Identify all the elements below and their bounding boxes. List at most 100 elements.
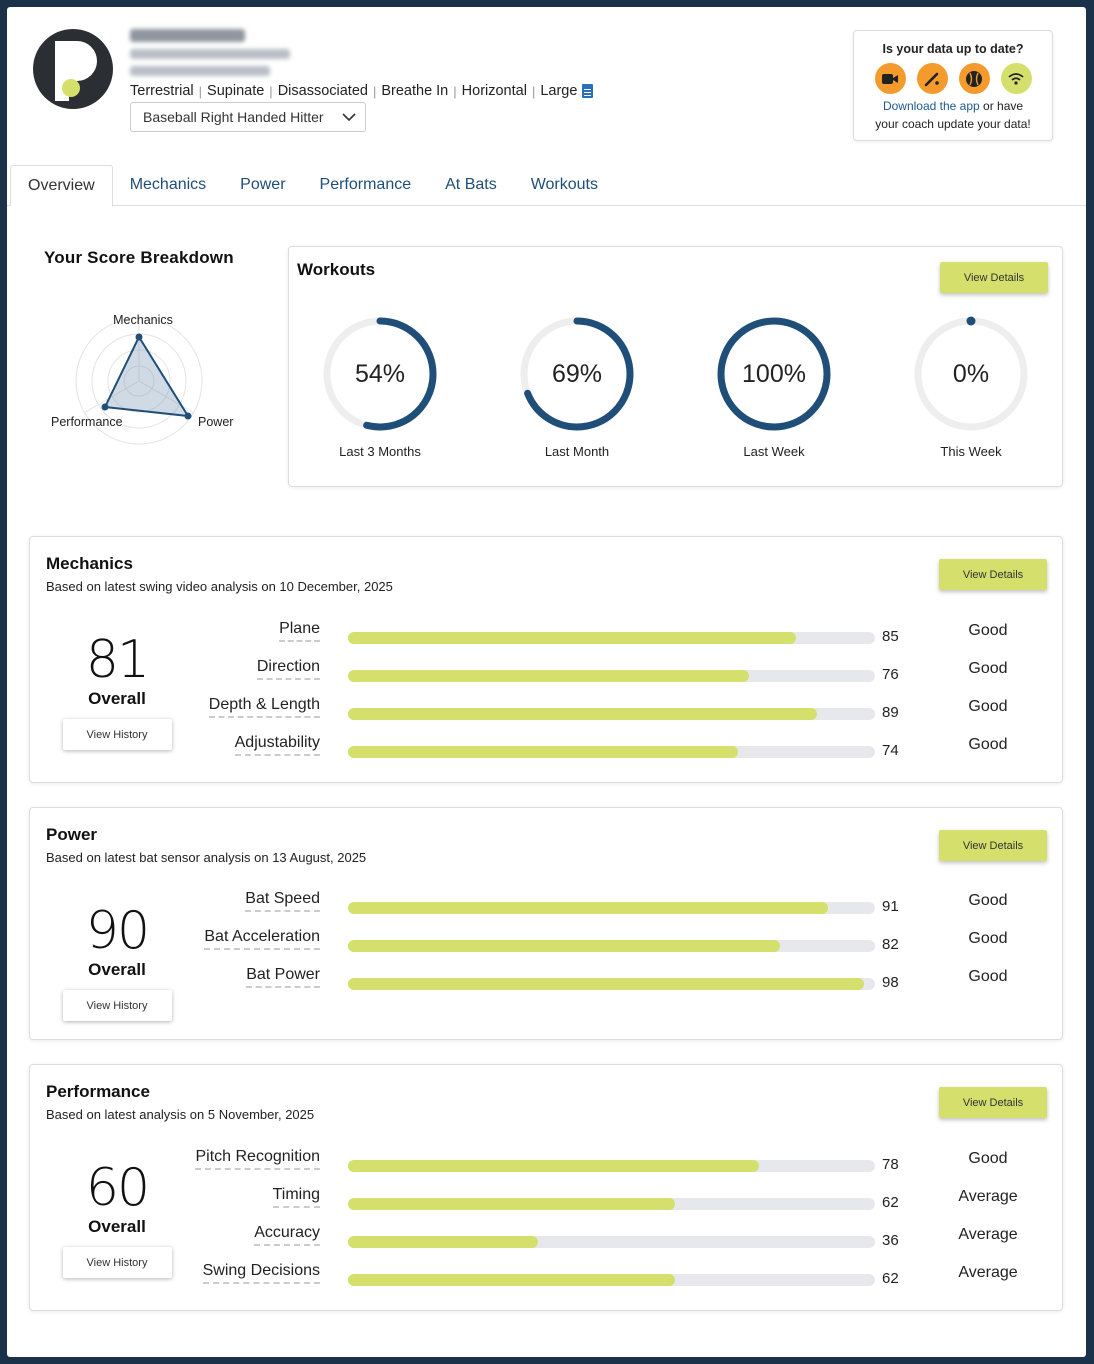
metric-value: 76 bbox=[882, 666, 899, 683]
ring-progress bbox=[323, 317, 437, 431]
workouts-view-details-button[interactable]: View Details bbox=[940, 262, 1048, 293]
ring-label: This Week bbox=[940, 444, 1002, 459]
metric-name[interactable]: Bat Power bbox=[246, 966, 320, 988]
ring-percentage: 0% bbox=[952, 359, 990, 388]
metric-value: 74 bbox=[882, 742, 899, 759]
tab-mechanics[interactable]: Mechanics bbox=[129, 176, 207, 193]
overall-score-block: 81 Overall View History bbox=[62, 632, 172, 750]
wifi-icon[interactable] bbox=[1000, 63, 1032, 94]
metric-rating: Good bbox=[968, 968, 1008, 985]
power-view-history-button[interactable]: View History bbox=[62, 990, 172, 1021]
metric-name[interactable]: Timing bbox=[272, 1186, 320, 1208]
ring-percentage: 69% bbox=[551, 359, 603, 388]
overall-score: 60 bbox=[85, 1158, 150, 1218]
metric-row: Bat Speed 91 Good bbox=[30, 890, 1064, 928]
metric-rating: Good bbox=[968, 622, 1008, 639]
metric-name[interactable]: Plane bbox=[279, 620, 320, 642]
mechanics-view-history-button[interactable]: View History bbox=[62, 719, 172, 750]
ring-progress bbox=[966, 316, 976, 326]
tab-performance[interactable]: Performance bbox=[319, 176, 412, 193]
metric-bar-fill bbox=[348, 1236, 538, 1248]
metric-value: 91 bbox=[882, 898, 899, 915]
tab-at-bats[interactable]: At Bats bbox=[445, 176, 497, 193]
metric-value: 62 bbox=[882, 1194, 899, 1211]
metric-rating: Good bbox=[968, 660, 1008, 677]
ring-label: Last Month bbox=[544, 444, 610, 459]
tab-power[interactable]: Power bbox=[240, 176, 286, 193]
metric-value: 85 bbox=[882, 628, 899, 645]
metric-name[interactable]: Depth & Length bbox=[208, 696, 320, 718]
performance-section: Performance Based on latest analysis on … bbox=[29, 1064, 1063, 1311]
metric-name[interactable]: Bat Acceleration bbox=[204, 928, 320, 950]
download-app-link[interactable]: Download the app bbox=[882, 99, 980, 113]
metric-rating: Good bbox=[968, 930, 1008, 947]
metric-row: Pitch Recognition 78 Good bbox=[30, 1148, 1064, 1186]
workouts-title: Workouts bbox=[297, 260, 376, 279]
workout-ring: 0% This Week bbox=[911, 314, 1031, 459]
tag-separator: | bbox=[531, 83, 536, 99]
metric-value: 78 bbox=[882, 1156, 899, 1173]
player-tag: Terrestrial bbox=[130, 83, 194, 99]
tab-workouts[interactable]: Workouts bbox=[530, 176, 598, 193]
metric-name[interactable]: Accuracy bbox=[254, 1224, 320, 1246]
chevron-down-icon bbox=[342, 113, 356, 122]
metric-rating: Good bbox=[968, 736, 1008, 753]
metric-name[interactable]: Pitch Recognition bbox=[195, 1148, 320, 1170]
metric-row: Plane 85 Good bbox=[30, 620, 1064, 658]
metric-name[interactable]: Bat Speed bbox=[245, 890, 320, 912]
metric-row: Depth & Length 89 Good bbox=[30, 696, 1064, 734]
data-sync-prompt: Is your data up to date? Download the ap… bbox=[853, 30, 1053, 141]
workouts-card: Workouts View Details 54% Last 3 Months 69… bbox=[288, 246, 1063, 487]
metric-bar bbox=[348, 940, 875, 952]
overall-label: Overall bbox=[88, 689, 146, 708]
metric-bar bbox=[348, 632, 875, 644]
power-section: Power Based on latest bat sensor analysi… bbox=[29, 807, 1063, 1040]
ring-progress bbox=[717, 317, 831, 431]
bat-icon[interactable] bbox=[916, 63, 948, 94]
player-tag: Large bbox=[540, 83, 578, 99]
video-camera-icon[interactable] bbox=[874, 63, 906, 94]
metric-value: 82 bbox=[882, 936, 899, 953]
radar-point-performance bbox=[101, 403, 109, 411]
metric-name[interactable]: Direction bbox=[256, 658, 320, 680]
performance-view-history-button[interactable]: View History bbox=[62, 1247, 172, 1278]
metric-rating: Good bbox=[968, 892, 1008, 909]
mechanics-view-details-button[interactable]: View Details bbox=[939, 559, 1047, 590]
metric-rating: Average bbox=[958, 1188, 1018, 1205]
metric-name[interactable]: Adjustability bbox=[234, 734, 320, 756]
metric-bar bbox=[348, 746, 875, 758]
tag-separator: | bbox=[453, 83, 457, 99]
performance-view-details-button[interactable]: View Details bbox=[939, 1087, 1047, 1118]
sync-message: Download the app or have your coach upda… bbox=[854, 97, 1052, 133]
player-email-redacted bbox=[130, 49, 290, 59]
overall-score: 81 bbox=[85, 630, 150, 690]
section-title: Mechanics bbox=[46, 554, 133, 573]
profile-select[interactable]: Baseball Right Handed Hitter bbox=[130, 102, 366, 132]
metric-value: 89 bbox=[882, 704, 899, 721]
document-icon[interactable] bbox=[582, 84, 594, 98]
player-type-tags: Terrestrial | Supinate | Disassociated | Breat… bbox=[130, 83, 594, 99]
metric-bar-fill bbox=[348, 940, 781, 952]
brand-logo bbox=[33, 29, 113, 109]
workout-ring: 54% Last 3 Months bbox=[320, 314, 440, 459]
radar-point-power bbox=[184, 412, 192, 420]
metric-name[interactable]: Swing Decisions bbox=[202, 1262, 320, 1284]
ring-progress bbox=[520, 317, 634, 431]
baseball-icon[interactable] bbox=[958, 63, 990, 94]
metric-bar-fill bbox=[348, 1274, 675, 1286]
ring-percentage: 100% bbox=[742, 359, 806, 388]
section-title: Performance bbox=[46, 1082, 150, 1101]
radar-label-power: Power bbox=[198, 415, 233, 429]
power-view-details-button[interactable]: View Details bbox=[939, 830, 1047, 861]
app-frame: Terrestrial | Supinate | Disassociated | Breat… bbox=[7, 7, 1086, 1357]
section-title: Power bbox=[46, 825, 98, 844]
metric-row: Direction 76 Good bbox=[30, 658, 1064, 696]
metric-bar-fill bbox=[348, 708, 818, 720]
metric-row: Swing Decisions 62 Average bbox=[30, 1262, 1064, 1300]
workout-ring: 100% Last Week bbox=[714, 314, 834, 459]
sync-message-part2: your coach update your data! bbox=[875, 117, 1031, 131]
metric-row: Bat Power 98 Good bbox=[30, 966, 1064, 1004]
ring-label: Last Week bbox=[743, 444, 805, 459]
ring-label: Last 3 Months bbox=[339, 444, 421, 459]
tab-overview[interactable]: Overview bbox=[10, 165, 113, 207]
